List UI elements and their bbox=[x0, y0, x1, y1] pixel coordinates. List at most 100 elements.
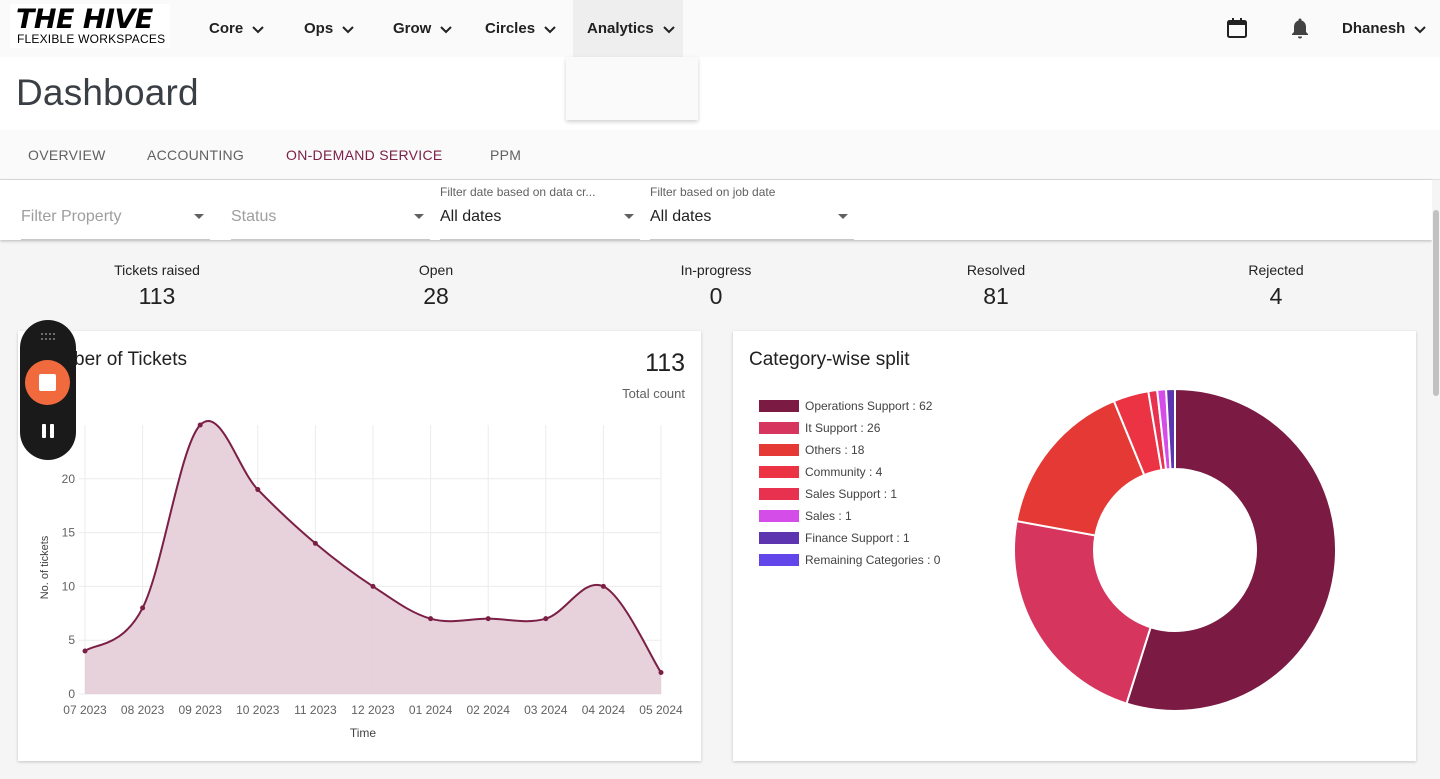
brand-logo[interactable]: THE HIVE FLEXIBLE WORKSPACES bbox=[10, 4, 170, 48]
x-tick-label: 05 2024 bbox=[639, 703, 683, 717]
chevron-down-icon bbox=[1414, 25, 1427, 33]
property-filter[interactable]: Filter Property bbox=[21, 180, 210, 240]
job-date-filter-caption: Filter based on job date bbox=[650, 185, 776, 199]
series-line bbox=[84, 420, 662, 674]
chevron-down-icon bbox=[440, 25, 453, 33]
tickets-line-chart: 0 5 10 15 20 07 2023 08 2023 09 2023 10 2023 11 2… bbox=[39, 420, 683, 740]
tab-overview[interactable]: OVERVIEW bbox=[28, 146, 106, 163]
stat-in-progress: In-progress 0 bbox=[626, 262, 806, 310]
stat-label: Resolved bbox=[966, 262, 1026, 278]
job-date-filter[interactable]: Filter based on job date All dates bbox=[650, 180, 854, 240]
nav-circles[interactable]: Circles bbox=[485, 0, 557, 57]
data-point[interactable] bbox=[197, 422, 203, 428]
legend-item[interactable]: Operations Support : 62 bbox=[759, 395, 940, 417]
total-count: 113 Total count bbox=[622, 349, 685, 401]
legend-label: Community : 4 bbox=[805, 465, 883, 479]
x-tick-label: 01 2024 bbox=[409, 703, 453, 717]
tab-on-demand-service[interactable]: ON-DEMAND SERVICE bbox=[286, 146, 443, 163]
drag-handle-icon[interactable] bbox=[40, 332, 56, 342]
chevron-down-icon bbox=[252, 25, 264, 33]
data-point[interactable] bbox=[140, 605, 146, 611]
nav-ops[interactable]: Ops bbox=[304, 0, 355, 57]
data-point[interactable] bbox=[600, 583, 606, 589]
data-point[interactable] bbox=[485, 616, 491, 622]
stop-recording-button[interactable] bbox=[25, 360, 70, 405]
nav-core[interactable]: Core bbox=[209, 0, 265, 57]
legend-item[interactable]: Community : 4 bbox=[759, 461, 940, 483]
pause-icon bbox=[50, 424, 54, 438]
page-header bbox=[0, 57, 1440, 131]
calendar-icon[interactable] bbox=[1225, 16, 1249, 40]
data-point[interactable] bbox=[82, 648, 88, 654]
stat-label: Open bbox=[418, 262, 454, 278]
top-navbar: THE HIVE FLEXIBLE WORKSPACES Core Ops Gr… bbox=[0, 0, 1440, 57]
data-point[interactable] bbox=[428, 616, 434, 622]
legend-label: Remaining Categories : 0 bbox=[805, 553, 941, 567]
legend-item[interactable]: Remaining Categories : 0 bbox=[759, 549, 940, 571]
legend-label: Finance Support : 1 bbox=[805, 531, 910, 545]
x-tick-label: 07 2023 bbox=[63, 703, 107, 717]
status-filter-placeholder: Status bbox=[231, 208, 277, 225]
data-point[interactable] bbox=[370, 583, 376, 589]
x-tick-label: 08 2023 bbox=[121, 703, 165, 717]
legend-swatch bbox=[759, 444, 799, 456]
legend-swatch bbox=[759, 400, 799, 412]
bell-icon[interactable] bbox=[1288, 16, 1312, 40]
legend-item[interactable]: Sales Support : 1 bbox=[759, 483, 940, 505]
legend-item[interactable]: It Support : 26 bbox=[759, 417, 940, 439]
y-tick-label: 15 bbox=[62, 526, 76, 540]
stat-open: Open 28 bbox=[346, 262, 526, 310]
data-point[interactable] bbox=[255, 487, 261, 493]
status-filter[interactable]: Status bbox=[231, 180, 430, 240]
stat-value: 0 bbox=[709, 283, 723, 309]
nav-analytics-label: Analytics bbox=[587, 20, 654, 37]
brand-name: THE HIVE bbox=[16, 4, 153, 35]
legend-swatch bbox=[759, 532, 799, 544]
dropdown-arrow-icon bbox=[838, 214, 848, 219]
legend-item[interactable]: Finance Support : 1 bbox=[759, 527, 940, 549]
stat-value: 81 bbox=[983, 283, 1009, 309]
legend-item[interactable]: Others : 18 bbox=[759, 439, 940, 461]
stat-rejected: Rejected 4 bbox=[1186, 262, 1366, 310]
tab-ppm[interactable]: PPM bbox=[490, 146, 522, 163]
x-tick-label: 09 2023 bbox=[179, 703, 223, 717]
data-date-filter[interactable]: Filter date based on data cr... All date… bbox=[440, 180, 640, 240]
dropdown-arrow-icon bbox=[414, 214, 424, 219]
legend-label: Sales : 1 bbox=[805, 509, 852, 523]
donut-slice[interactable] bbox=[1015, 399, 1146, 537]
legend-item[interactable]: Sales : 1 bbox=[759, 505, 940, 527]
data-point[interactable] bbox=[312, 540, 318, 546]
donut-slice[interactable] bbox=[1125, 387, 1337, 712]
nav-grow[interactable]: Grow bbox=[393, 0, 453, 57]
pause-recording-button[interactable] bbox=[42, 424, 54, 438]
chevron-down-icon bbox=[662, 25, 675, 33]
x-tick-label: 12 2023 bbox=[351, 703, 395, 717]
stat-label: Rejected bbox=[1248, 262, 1304, 278]
legend-swatch bbox=[759, 488, 799, 500]
donut-slice[interactable] bbox=[1013, 519, 1152, 705]
page-scrollbar-thumb[interactable] bbox=[1433, 210, 1439, 396]
dashboard-tabs: OVERVIEW ACCOUNTING ON-DEMAND SERVICE PP… bbox=[0, 130, 1440, 180]
data-date-filter-caption: Filter date based on data cr... bbox=[440, 185, 596, 199]
stop-icon bbox=[39, 374, 56, 391]
nav-analytics[interactable]: Analytics bbox=[573, 0, 683, 57]
donut-slice[interactable] bbox=[1164, 387, 1176, 471]
category-legend: Operations Support : 62 It Support : 26 Ot… bbox=[759, 395, 940, 571]
analytics-dropdown-menu bbox=[566, 57, 698, 120]
legend-label: Others : 18 bbox=[805, 443, 865, 457]
brand-tagline: FLEXIBLE WORKSPACES bbox=[17, 32, 166, 46]
legend-swatch bbox=[759, 466, 799, 478]
user-menu[interactable]: Dhanesh bbox=[1342, 0, 1427, 57]
data-date-filter-value: All dates bbox=[440, 208, 502, 225]
legend-label: It Support : 26 bbox=[805, 421, 881, 435]
y-axis-label: No. of tickets bbox=[39, 535, 51, 599]
tickets-chart-title: ber of Tickets bbox=[74, 349, 187, 370]
data-point[interactable] bbox=[658, 669, 664, 675]
data-point[interactable] bbox=[543, 616, 549, 622]
filter-bar: Filter Property Status Filter date based… bbox=[0, 180, 1432, 240]
y-tick-label: 20 bbox=[62, 472, 76, 486]
category-chart-card: Category-wise split Operations Support :… bbox=[733, 331, 1416, 761]
tab-accounting[interactable]: ACCOUNTING bbox=[147, 146, 245, 163]
page-scrollbar-track bbox=[1432, 180, 1440, 779]
nav-circles-label: Circles bbox=[485, 20, 536, 37]
